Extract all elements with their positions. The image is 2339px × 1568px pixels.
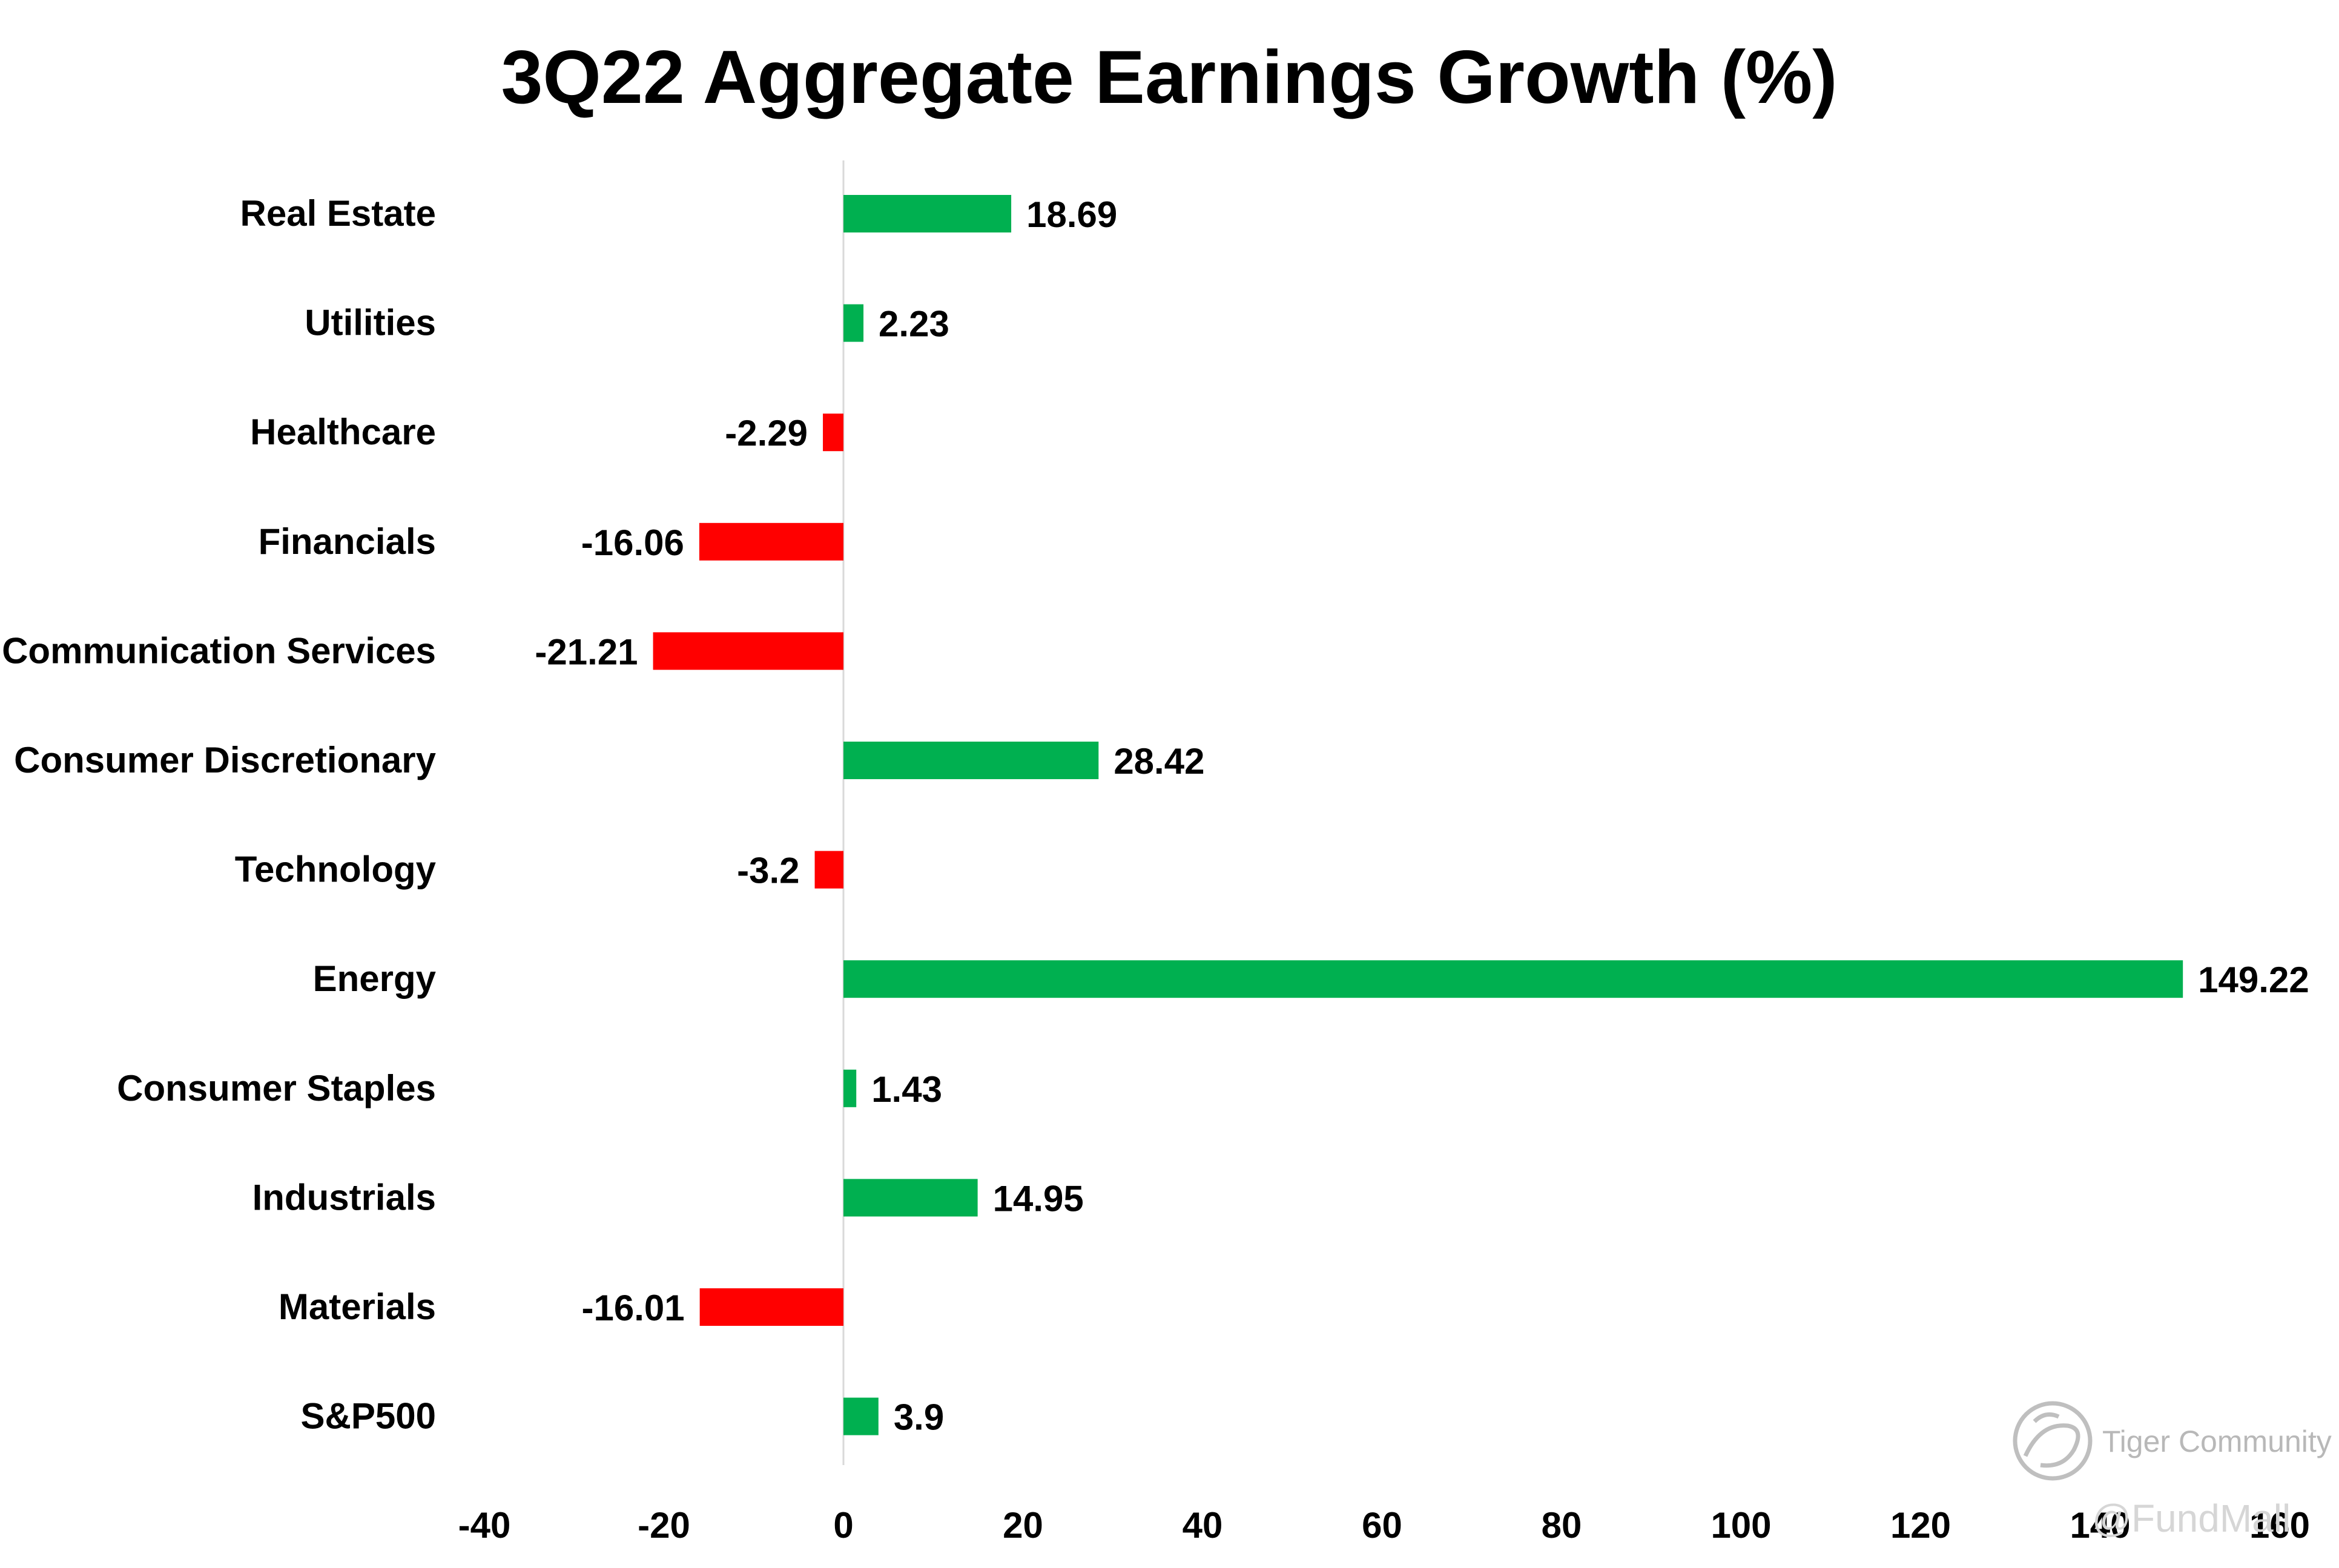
data-label: 14.95 bbox=[993, 1178, 1084, 1219]
category-label: Consumer Discretionary bbox=[14, 740, 437, 780]
x-tick-label: 20 bbox=[1003, 1505, 1043, 1546]
watermark-text: Tiger Community bbox=[2102, 1425, 2332, 1458]
watermark: Tiger Community @FundMall bbox=[2013, 1401, 2332, 1540]
watermark-text-2: @FundMall bbox=[2092, 1497, 2291, 1540]
data-label: -21.21 bbox=[535, 631, 638, 672]
bar-industrials bbox=[843, 1179, 978, 1217]
x-tick-label: 100 bbox=[1711, 1505, 1771, 1546]
bar-financials bbox=[699, 522, 843, 561]
category-label: Technology bbox=[235, 849, 437, 890]
data-label: -2.29 bbox=[725, 413, 808, 453]
x-axis-ticks: -40 -20 0 20 40 60 80 100 120 140 160 bbox=[458, 1505, 2310, 1546]
category-label: Industrials bbox=[252, 1177, 436, 1217]
category-label: Utilities bbox=[305, 303, 436, 343]
tiger-logo-icon bbox=[2013, 1401, 2093, 1481]
bar-real-estate bbox=[843, 195, 1012, 232]
category-label: Materials bbox=[279, 1286, 436, 1327]
data-label: 149.22 bbox=[2198, 960, 2309, 1000]
data-label: -3.2 bbox=[737, 851, 799, 891]
data-label: 2.23 bbox=[879, 304, 949, 344]
data-label: 1.43 bbox=[871, 1069, 942, 1110]
x-tick-label: 60 bbox=[1362, 1505, 1402, 1546]
x-tick-label: 40 bbox=[1183, 1505, 1223, 1546]
bars-layer bbox=[653, 195, 2183, 1435]
x-tick-label: 140 bbox=[2070, 1505, 2130, 1546]
bar-technology bbox=[814, 851, 843, 889]
bar-materials bbox=[699, 1288, 843, 1326]
x-tick-label: 160 bbox=[2249, 1505, 2310, 1546]
bar-utilities bbox=[843, 304, 864, 342]
category-label: Communication Services bbox=[2, 630, 436, 671]
category-label: Energy bbox=[313, 958, 437, 999]
category-label: Healthcare bbox=[250, 412, 436, 452]
bar-communication-services bbox=[653, 632, 843, 670]
data-label: 18.69 bbox=[1026, 194, 1117, 235]
x-tick-label: 120 bbox=[1890, 1505, 1951, 1546]
x-tick-label: -40 bbox=[458, 1505, 511, 1546]
bar-energy bbox=[843, 960, 2183, 998]
category-label: Financials bbox=[259, 521, 436, 562]
data-label: 3.9 bbox=[894, 1397, 944, 1438]
bar-healthcare bbox=[823, 413, 843, 452]
bar-consumer-discretionary bbox=[843, 742, 1099, 779]
x-tick-label: 0 bbox=[833, 1505, 853, 1546]
bar-s-p500 bbox=[843, 1397, 879, 1435]
labels-layer: Real Estate 18.69 Utilities 2.23 Healthcare -… bbox=[2, 193, 2309, 1438]
x-tick-label: -20 bbox=[638, 1505, 690, 1546]
data-label: 28.42 bbox=[1113, 741, 1204, 782]
category-label: Real Estate bbox=[240, 193, 437, 234]
chart-title: 3Q22 Aggregate Earnings Growth (%) bbox=[501, 36, 1837, 119]
category-label: S&P500 bbox=[301, 1396, 436, 1437]
category-label: Consumer Staples bbox=[117, 1068, 436, 1108]
x-tick-label: 80 bbox=[1542, 1505, 1582, 1546]
data-label: -16.06 bbox=[581, 522, 684, 563]
bar-consumer-staples bbox=[843, 1069, 857, 1107]
data-label: -16.01 bbox=[582, 1288, 685, 1328]
